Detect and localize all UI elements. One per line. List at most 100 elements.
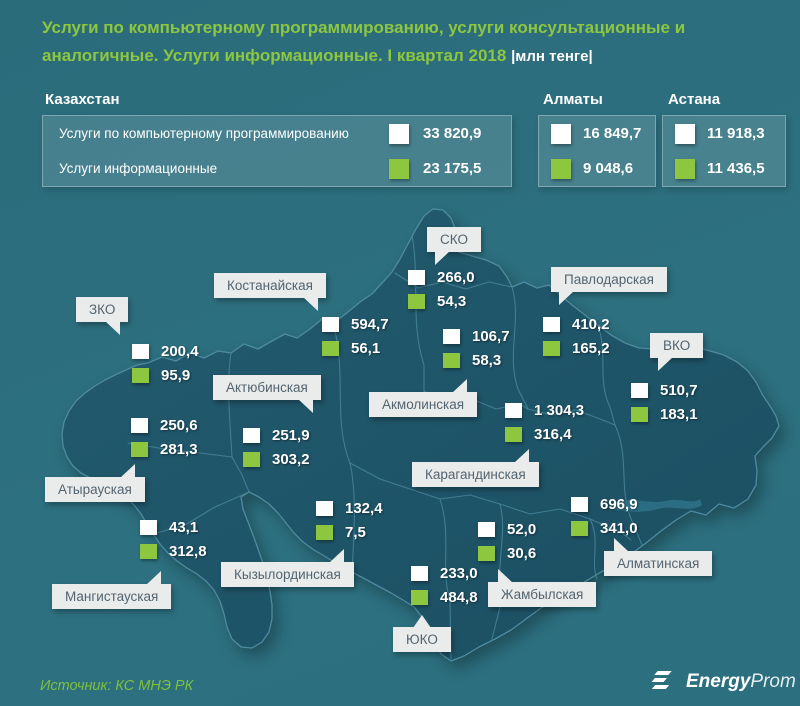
title-unit: |млн тенге|	[511, 47, 593, 65]
astana-programming-row: 11 918,3	[663, 116, 785, 151]
green-square-icon	[551, 158, 571, 179]
country-programming-value: 33 820,9	[423, 125, 482, 142]
green-square-icon	[411, 590, 428, 605]
green-square-icon	[543, 341, 560, 356]
white-square-icon	[389, 123, 409, 144]
white-square-icon	[131, 418, 148, 433]
green-square-icon	[505, 427, 522, 442]
title-main: Услуги по компьютерному программированию…	[42, 18, 686, 65]
white-square-icon	[631, 383, 648, 398]
values-atyrau: 250,6 281,3	[131, 417, 198, 465]
white-square-icon	[132, 344, 149, 359]
values-kostanay: 594,7 56,1	[322, 316, 389, 364]
country-header: Казахстан	[45, 91, 120, 108]
values-yuko: 233,0 484,8	[411, 565, 478, 613]
green-square-icon	[675, 158, 695, 179]
lake-balkhash	[612, 499, 702, 512]
green-square-icon	[571, 521, 588, 536]
callout-tail	[452, 379, 468, 393]
astana-information-value: 11 436,5	[707, 160, 765, 177]
green-square-icon	[132, 368, 149, 383]
region-label-pavlodar: Павлодарская	[551, 267, 667, 305]
city-header-astana: Астана	[668, 91, 721, 108]
white-square-icon	[316, 501, 333, 516]
green-square-icon	[478, 546, 495, 561]
region-label-atyrau: Атырауская	[45, 464, 145, 502]
energyprom-logo-text: EnergyProm	[686, 671, 796, 692]
legend-row-information: Услуги информационные 23 175,5	[43, 151, 511, 186]
legend-label-information: Услуги информационные	[59, 161, 218, 176]
green-square-icon	[631, 407, 648, 422]
white-square-icon	[411, 566, 428, 581]
almaty-programming-row: 16 849,7	[539, 116, 655, 151]
energyprom-logo-icon	[651, 671, 672, 689]
white-square-icon	[443, 329, 460, 344]
values-kyzylorda: 132,4 7,5	[316, 500, 383, 548]
values-akmola: 106,7 58,3	[443, 328, 510, 376]
white-square-icon	[140, 520, 157, 535]
callout-tail	[302, 297, 318, 311]
callout-tail	[105, 321, 121, 335]
white-square-icon	[478, 522, 495, 537]
astana-panel: 11 918,3 11 436,5	[662, 115, 786, 187]
country-legend-panel: Услуги по компьютерному программированию…	[42, 115, 512, 187]
astana-information-row: 11 436,5	[663, 151, 785, 186]
country-information-value: 23 175,5	[423, 160, 482, 177]
page-title: Услуги по компьютерному программированию…	[42, 14, 762, 69]
callout-tail	[328, 549, 344, 563]
region-label-sko: СКО	[427, 227, 481, 265]
values-karaganda: 1 304,3 316,4	[505, 402, 584, 450]
region-label-mangystau: Мангистауская	[52, 571, 172, 609]
region-label-kyzylorda: Кызылординская	[221, 549, 354, 587]
green-square-icon	[389, 158, 409, 179]
region-label-vko: ВКО	[650, 333, 704, 371]
region-label-almaty-region: Алматинская	[604, 538, 713, 576]
almaty-programming-value: 16 849,7	[583, 125, 642, 142]
callout-tail	[435, 251, 450, 265]
legend-row-programming: Услуги по компьютерному программированию…	[43, 116, 511, 151]
values-zko: 200,4 95,9	[132, 343, 199, 391]
values-sko: 266,0 54,3	[408, 269, 475, 317]
values-aktobe: 251,9 303,2	[243, 427, 310, 475]
green-square-icon	[443, 353, 460, 368]
callout-tail	[412, 615, 431, 628]
white-square-icon	[675, 123, 695, 144]
callout-tail	[146, 571, 162, 585]
callout-tail	[297, 399, 313, 413]
green-square-icon	[316, 525, 333, 540]
region-label-zhambyl: Жамбылская	[488, 569, 597, 607]
values-pavlodar: 410,2 165,2	[543, 316, 610, 364]
callout-tail	[119, 464, 135, 478]
white-square-icon	[571, 497, 588, 512]
white-square-icon	[243, 428, 260, 443]
region-label-akmola: Акмолинская	[369, 379, 478, 417]
almaty-information-value: 9 048,6	[583, 160, 634, 177]
energyprom-logo: EnergyProm	[650, 668, 796, 696]
callout-tail	[498, 569, 513, 583]
region-label-aktobe: Актюбинская	[213, 375, 321, 413]
callout-tail	[658, 357, 673, 371]
values-zhambyl: 52,0 30,6	[478, 521, 536, 569]
green-square-icon	[140, 544, 157, 559]
values-mangystau: 43,1 312,8	[140, 519, 207, 567]
callout-tail	[614, 538, 629, 552]
green-square-icon	[131, 442, 148, 457]
source-note: Источник: КС МНЭ РК	[40, 678, 194, 694]
region-label-yuko: ЮКО	[393, 615, 451, 652]
almaty-information-row: 9 048,6	[539, 151, 655, 186]
city-header-almaty: Алматы	[543, 91, 603, 108]
almaty-panel: 16 849,7 9 048,6	[538, 115, 656, 187]
values-almaty-region: 696,9 341,0	[571, 496, 638, 544]
white-square-icon	[322, 317, 339, 332]
white-square-icon	[408, 270, 425, 285]
callout-tail	[513, 449, 529, 463]
region-label-karaganda: Карагандинская	[412, 449, 539, 487]
region-label-zko: ЗКО	[76, 297, 129, 335]
legend-label-programming: Услуги по компьютерному программированию	[59, 126, 349, 141]
white-square-icon	[543, 317, 560, 332]
callout-tail	[559, 291, 574, 305]
white-square-icon	[505, 403, 522, 418]
white-square-icon	[551, 123, 571, 144]
region-label-kostanay: Костанайская	[214, 273, 326, 311]
